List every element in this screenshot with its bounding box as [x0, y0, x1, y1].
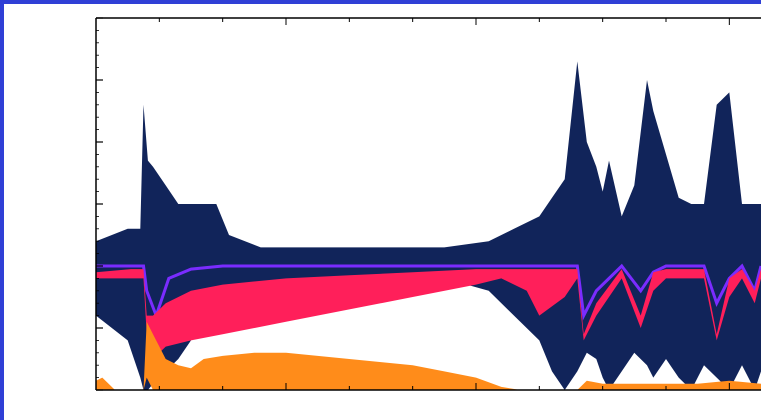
chart-frame — [4, 4, 761, 420]
red-band-series — [96, 269, 761, 359]
orange-band-series — [96, 321, 761, 390]
upper-band-series — [96, 61, 761, 391]
purple-line-series — [96, 263, 761, 321]
chart — [95, 17, 761, 391]
